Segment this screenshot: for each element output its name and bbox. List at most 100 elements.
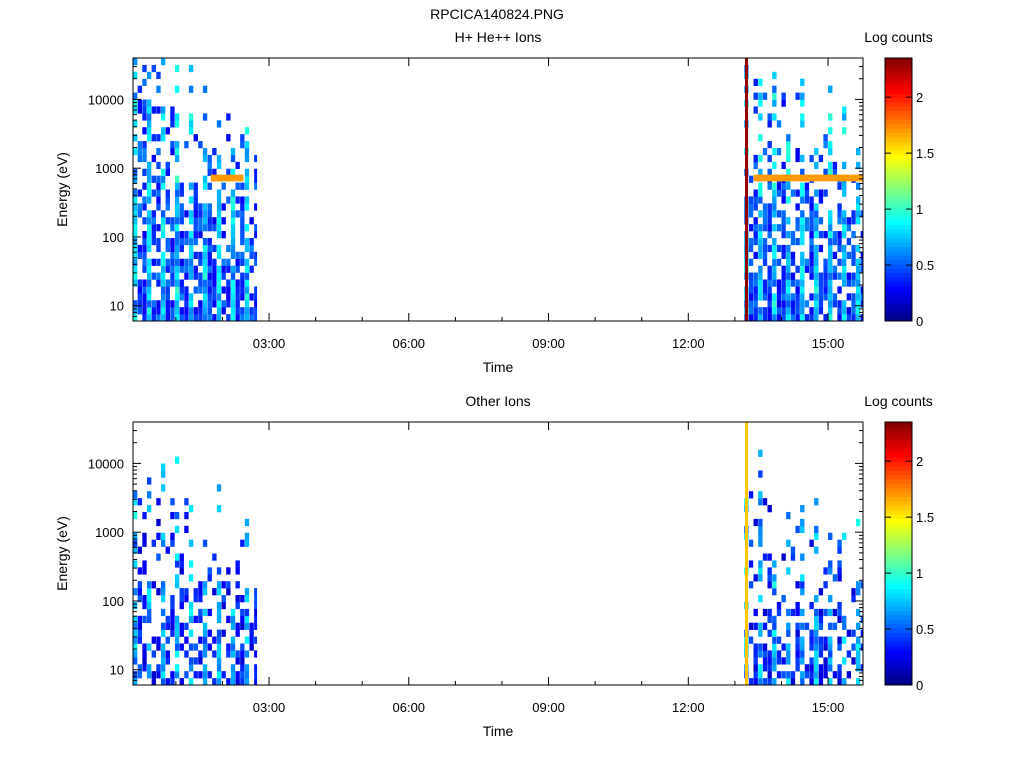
colorbar-step: [885, 185, 912, 190]
spectrogram-cell: [767, 203, 772, 211]
spectrogram-cell: [800, 258, 805, 266]
spectrogram-cell: [809, 251, 814, 260]
spectrogram-cell: [249, 643, 254, 651]
spectrogram-cell: [235, 657, 240, 665]
spectrogram-cell: [133, 210, 138, 218]
spectrogram-cell: [860, 314, 863, 322]
spectrogram-cell: [174, 85, 180, 93]
spectrogram-cell: [832, 168, 838, 176]
spectrogram-cell: [188, 307, 194, 315]
spectrogram-cell: [772, 237, 777, 246]
spectrogram-cell: [170, 272, 175, 280]
spectrogram-cell: [842, 272, 847, 280]
spectrogram-cell: [781, 182, 786, 190]
spectrogram-cell: [160, 175, 166, 183]
spectrogram-cell: [216, 307, 222, 315]
spectrogram-cell: [142, 258, 147, 266]
spectrogram-cell: [814, 147, 819, 156]
spectrogram-cell: [823, 293, 828, 301]
spectrogram-cell: [142, 657, 147, 665]
spectrogram-cell: [758, 92, 763, 100]
spectrogram-cell: [174, 244, 180, 253]
colorbar-tick-label: 0: [916, 314, 923, 329]
spectrogram-cell: [772, 615, 777, 624]
spectrogram-cell: [226, 265, 231, 273]
spectrogram-cell: [160, 224, 166, 232]
spectrogram-cell: [230, 622, 236, 630]
spectrogram-cell: [767, 650, 772, 658]
colorbar-step: [885, 316, 912, 322]
spectrogram-cell: [170, 279, 175, 287]
spectrogram-cell: [776, 258, 782, 266]
spectrogram-cell: [160, 251, 166, 260]
spectrogram-cell: [781, 286, 786, 294]
spectrogram-cell: [174, 147, 180, 156]
spectrogram-cell: [804, 196, 810, 204]
spectrogram-cell: [193, 671, 198, 679]
spectrogram-cell: [146, 244, 152, 253]
spectrogram-cell: [174, 224, 180, 232]
spectrogram-cell: [133, 511, 138, 520]
spectrogram-cell: [133, 71, 138, 80]
spectrogram-cell: [846, 251, 852, 260]
spectrogram-cell: [160, 231, 166, 239]
colorbar-step: [885, 680, 912, 686]
spectrogram-cell: [160, 293, 166, 301]
spectrogram-cell: [142, 539, 147, 547]
spectrogram-cell: [786, 511, 791, 520]
spectrogram-cell: [758, 491, 763, 499]
spectrogram-cell: [828, 272, 833, 280]
spectrogram-cell: [142, 113, 147, 121]
colorbar-step: [885, 658, 912, 664]
spectrogram-cell: [188, 113, 194, 121]
spectrogram-cell: [828, 237, 833, 246]
spectrogram-cell: [165, 678, 170, 686]
spectrogram-cell: [137, 567, 143, 575]
spectrogram-cell: [174, 622, 180, 630]
spectrogram-cell: [837, 300, 842, 308]
spectrogram-cell: [142, 650, 147, 658]
x-tick-label: 09:00: [532, 336, 565, 351]
spectrogram-cell: [818, 664, 824, 672]
spectrogram-cell: [776, 182, 782, 190]
colorbar-step: [885, 544, 912, 550]
spectrogram-cell: [748, 279, 754, 287]
colorbar-tick-label: 2: [916, 90, 923, 105]
spectrogram-cell: [767, 286, 772, 294]
spectrogram-cell: [254, 251, 258, 260]
colorbar-step: [885, 136, 912, 142]
spectrogram-cell: [814, 595, 819, 603]
colorbar-tick-label: 1.5: [916, 146, 934, 161]
spectrogram-cell: [758, 189, 763, 197]
spectrogram-cell: [748, 175, 754, 183]
spectrogram-cell: [767, 231, 772, 239]
spectrogram-cell: [249, 307, 254, 315]
spectrogram-cell: [240, 141, 245, 149]
spectrogram-cell: [823, 279, 828, 287]
spectrogram-cell: [758, 539, 763, 547]
colorbar-step: [885, 478, 912, 484]
spectrogram-cell: [133, 498, 138, 506]
spectrogram-cell: [823, 664, 828, 672]
spectrogram-cell: [809, 314, 814, 322]
spectrogram-cell: [216, 671, 222, 679]
spectrogram-cell: [133, 237, 138, 246]
spectrogram-cell: [133, 678, 138, 686]
spectrogram-cell: [809, 643, 814, 651]
spectrogram-cell: [772, 574, 777, 582]
spectrogram-cell: [772, 678, 777, 686]
spectrogram-cell: [762, 237, 768, 246]
spectrogram-cell: [160, 588, 166, 596]
spectrogram-cell: [142, 643, 147, 651]
spectrogram-cell: [202, 293, 208, 301]
spectrogram-cell: [762, 307, 768, 315]
colorbar-step: [885, 487, 912, 493]
colorbar-step: [885, 492, 912, 498]
spectrogram-cell: [762, 258, 768, 266]
spectrogram-cell: [254, 622, 258, 630]
spectrogram-cell: [762, 643, 768, 651]
spectrogram-cell: [786, 629, 791, 637]
spectrogram-cell: [772, 650, 777, 658]
spectrogram-cell: [146, 99, 152, 107]
spectrogram-cell: [772, 224, 777, 232]
